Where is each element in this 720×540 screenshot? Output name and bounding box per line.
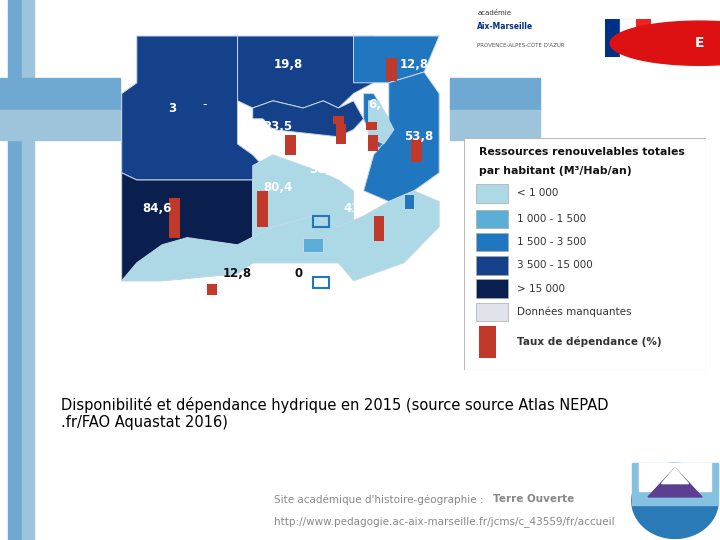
Bar [386,58,397,81]
Text: > 15 000: > 15 000 [518,284,565,294]
Text: Taux de dépendance (%): Taux de dépendance (%) [518,337,662,347]
Text: 41,5: 41,5 [344,202,373,215]
Text: 38,7: 38,7 [309,163,338,176]
Text: Site académique d'histoire-géographie :: Site académique d'histoire-géographie : [274,494,486,504]
Polygon shape [648,468,702,497]
Text: Données manquantes: Données manquantes [518,307,632,317]
Bar [0,78,120,110]
Polygon shape [639,463,711,491]
Text: PROVENCE-ALPES-CÔTE D'AZUR: PROVENCE-ALPES-CÔTE D'AZUR [477,43,564,48]
Polygon shape [404,194,414,209]
Bar [169,198,180,238]
Polygon shape [632,463,719,505]
Text: Disponibilité et dépendance hydrique en 2015 (source source Atlas NEPAD
.fr/FAO : Disponibilité et dépendance hydrique en … [61,397,608,430]
Text: 1 500 - 3 500: 1 500 - 3 500 [518,237,587,247]
Text: 3: 3 [168,102,176,114]
Text: par habitant (M³/Hab/an): par habitant (M³/Hab/an) [479,166,631,176]
Bar [450,78,540,110]
Bar [621,18,636,57]
Text: Terre Ouverte: Terre Ouverte [493,494,575,504]
Bar [312,215,329,227]
Bar [477,256,508,275]
Polygon shape [303,238,323,252]
Polygon shape [369,101,394,144]
Bar [479,326,496,359]
Bar [374,216,384,241]
Bar [477,184,508,202]
Polygon shape [354,36,439,83]
Text: 6,6: 6,6 [368,98,390,111]
Bar [477,210,508,228]
Bar [336,124,346,144]
Bar [477,302,508,321]
Text: -: - [202,98,207,111]
Polygon shape [662,468,688,484]
Text: 53,8: 53,8 [405,130,433,143]
Bar [450,110,540,140]
Polygon shape [122,173,253,281]
Polygon shape [238,36,374,108]
Bar [333,116,344,124]
Bar [366,122,377,130]
Polygon shape [364,72,439,201]
Bar [368,135,378,151]
Bar [477,233,508,252]
Text: 19,8: 19,8 [274,58,302,71]
Bar [636,18,651,57]
Bar [0,110,120,140]
Text: 0: 0 [294,267,302,280]
Bar [312,277,329,288]
Text: Aix-Marseille: Aix-Marseille [477,22,534,31]
Polygon shape [364,93,404,155]
Text: E: E [695,36,704,50]
Text: 80,4: 80,4 [264,181,292,194]
Bar [477,279,508,298]
Text: 84,6: 84,6 [143,202,171,215]
Bar [22,0,34,540]
Text: académie: académie [477,10,511,16]
Bar [257,191,269,227]
Text: 12,8: 12,8 [223,267,252,280]
Bar [8,0,22,540]
Text: 3 500 - 15 000: 3 500 - 15 000 [518,260,593,271]
Polygon shape [122,36,263,180]
Polygon shape [632,463,719,538]
Bar [285,135,296,155]
Text: http://www.pedagogie.ac-aix-marseille.fr/jcms/c_43559/fr/accueil: http://www.pedagogie.ac-aix-marseille.fr… [274,516,614,526]
Polygon shape [122,191,439,281]
Polygon shape [253,101,364,137]
Text: < 1 000: < 1 000 [518,188,559,198]
Polygon shape [253,155,354,263]
Text: Ressources renouvelables totales: Ressources renouvelables totales [479,147,685,157]
Text: 12,8: 12,8 [400,58,428,71]
Text: 23,5: 23,5 [264,119,292,132]
Bar [605,18,621,57]
Bar [207,284,217,295]
Text: 1 000 - 1 500: 1 000 - 1 500 [518,214,587,224]
Polygon shape [611,21,720,65]
Bar [411,139,422,162]
